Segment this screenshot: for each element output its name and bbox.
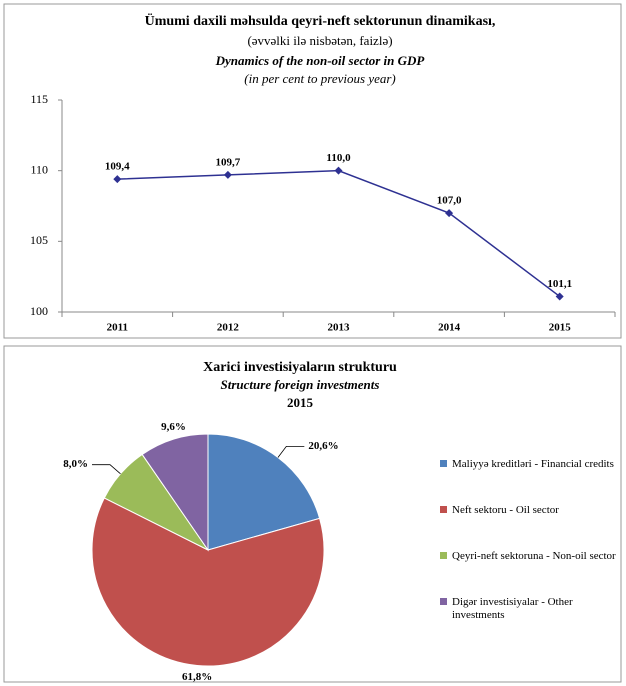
data-label: 107,0	[437, 195, 462, 207]
y-tick-label: 110	[30, 162, 48, 176]
data-label: 109,7	[216, 156, 241, 168]
point	[223, 170, 232, 179]
data-label: 9,6%	[161, 421, 186, 433]
line	[117, 169, 561, 298]
x-tick-label: 2011	[107, 322, 128, 334]
legend-swatch	[440, 552, 447, 559]
data-label: 8,0%	[63, 458, 88, 470]
chart-subtitle-en: (in per cent to previous year)	[244, 71, 396, 86]
data-label: 101,1	[547, 278, 572, 290]
frame	[3, 3, 622, 339]
leader-line	[92, 464, 121, 475]
legend-swatch	[440, 506, 447, 513]
data-label: 110,0	[326, 152, 351, 164]
legend-label: Qeyri-neft sektoruna - Non-oil sector	[452, 550, 616, 562]
x-tick-label: 2014	[438, 322, 461, 334]
x-tick-label: 2015	[549, 322, 572, 334]
leader-line	[277, 445, 305, 458]
point	[445, 209, 454, 218]
legend-entry: Maliyyə kreditləri - Financial credits	[440, 458, 622, 471]
frame	[3, 345, 622, 683]
legend-entry: Qeyri-neft sektoruna - Non-oil sector	[440, 550, 622, 563]
chart-title: Ümumi daxili məhsulda qeyri-neft sektoru…	[145, 12, 496, 29]
legend-label: Digər investisiyalar - Other investments	[452, 596, 573, 621]
data-label: 109,4	[105, 161, 130, 173]
point	[113, 175, 122, 184]
point	[555, 292, 564, 301]
legend-label: Maliyyə kreditləri - Financial credits	[452, 458, 614, 470]
data-label: 61,8%	[182, 671, 212, 683]
x-tick-label: 2013	[328, 322, 351, 334]
point	[334, 166, 343, 175]
chart-subtitle: (əvvəlki ilə nisbətən, faizlə)	[247, 33, 392, 48]
y-tick-label: 100	[30, 304, 48, 318]
chart-subtitle: Structure foreign investments	[221, 377, 380, 392]
data-label: 20,6%	[308, 440, 338, 452]
legend-label: Neft sektoru - Oil sector	[452, 504, 559, 516]
legend-entry: Digər investisiyalar - Other investments	[440, 596, 622, 622]
legend-swatch	[440, 598, 447, 605]
chart-year: 2015	[287, 395, 314, 410]
slice	[141, 433, 209, 552]
chart-title: Xarici investisiyaların strukturu	[203, 360, 397, 375]
legend-entry: Neft sektoru - Oil sector	[440, 504, 622, 517]
y-tick-label: 115	[30, 92, 48, 106]
legend-swatch	[440, 460, 447, 467]
y-tick-label: 105	[30, 233, 48, 247]
chart-title-en: Dynamics of the non-oil sector in GDP	[215, 53, 426, 68]
slice	[207, 433, 321, 551]
x-tick-label: 2012	[217, 322, 240, 334]
slice	[91, 497, 325, 667]
